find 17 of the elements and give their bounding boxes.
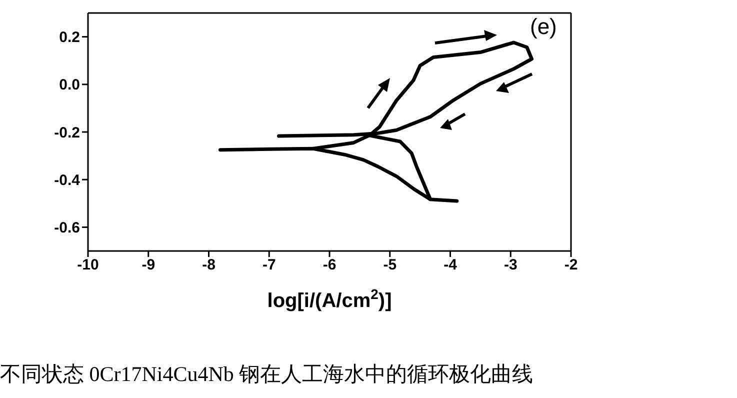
x-tick-label: -10 — [77, 256, 99, 274]
annotation: (e) — [530, 14, 557, 40]
text: 不同状态 0Cr17Ni4Cu4Nb 钢在人工海水中的循环极化曲线 — [0, 362, 534, 386]
y-tick-label: 0.0 — [59, 76, 80, 94]
x-tick-label: -6 — [322, 256, 336, 274]
x-tick-label: -2 — [564, 256, 578, 274]
y-tick-label: -0.4 — [54, 172, 81, 189]
x-tick-label: -4 — [444, 256, 458, 274]
x-tick-label: -8 — [202, 256, 216, 274]
x-tick-label: -9 — [142, 256, 156, 274]
y-tick-label: 0.2 — [59, 29, 80, 46]
y-tick-label: -0.6 — [54, 220, 80, 237]
x-tick-label: -5 — [383, 256, 397, 274]
x-axis-title: log[i/(A/cm$^{2}$)] — [267, 286, 392, 312]
x-tick-label: -7 — [262, 256, 276, 274]
y-tick-label: -0.2 — [54, 124, 80, 142]
x-tick-label: -3 — [504, 256, 518, 274]
